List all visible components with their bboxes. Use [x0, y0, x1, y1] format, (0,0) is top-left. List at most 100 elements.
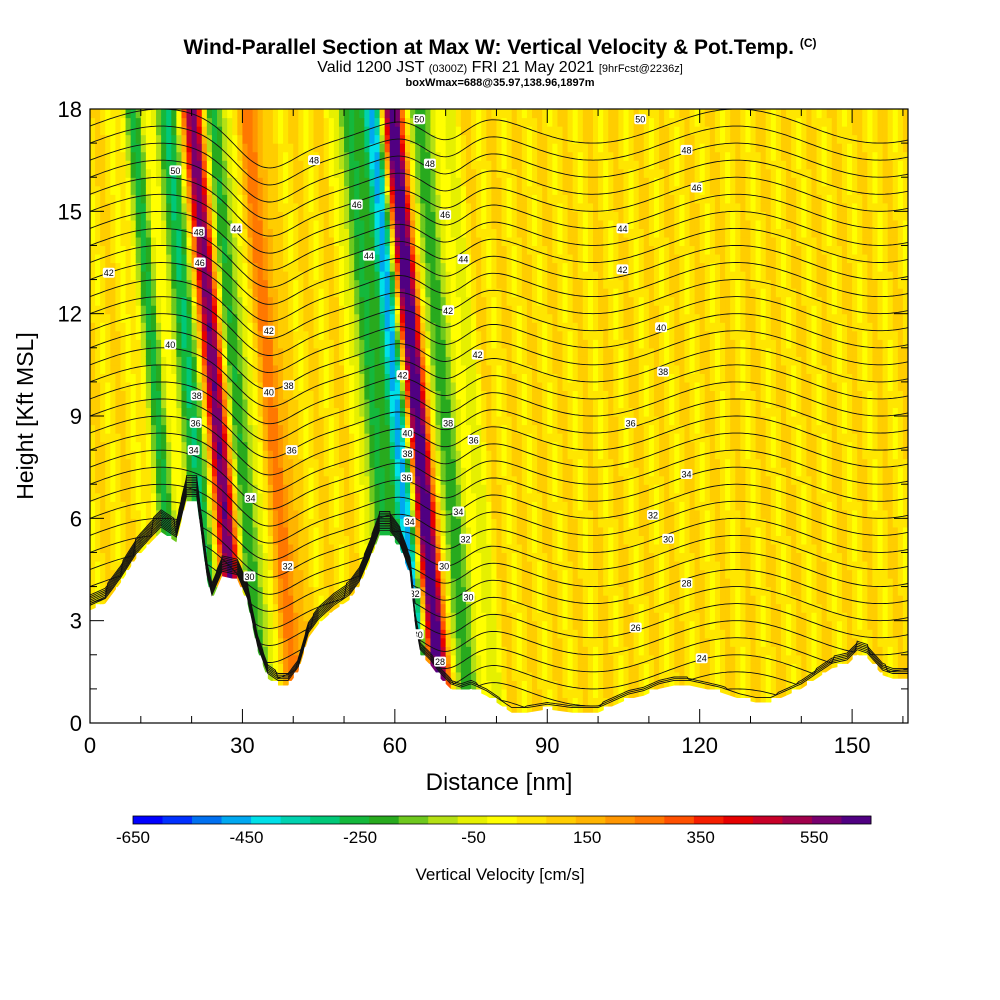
- velocity-cell: [460, 398, 467, 409]
- velocity-cell: [369, 390, 376, 400]
- velocity-cell: [440, 373, 447, 383]
- velocity-cell: [349, 390, 355, 400]
- velocity-cell: [471, 475, 477, 485]
- velocity-cell: [90, 467, 96, 477]
- velocity-cell: [501, 160, 508, 170]
- velocity-cell: [496, 629, 503, 639]
- velocity-cell: [217, 288, 223, 298]
- velocity-cell: [369, 143, 376, 153]
- velocity-cell: [415, 450, 421, 460]
- velocity-cell: [217, 492, 223, 502]
- velocity-cell: [181, 253, 188, 264]
- velocity-cell: [217, 202, 223, 212]
- velocity-cell: [237, 356, 244, 366]
- velocity-cell: [247, 296, 254, 306]
- velocity-cell: [430, 629, 437, 639]
- velocity-cell: [125, 441, 132, 451]
- velocity-cell: [501, 398, 508, 409]
- velocity-cell: [288, 475, 294, 485]
- velocity-cell: [135, 484, 142, 494]
- velocity-cell: [415, 262, 421, 272]
- velocity-cell: [206, 177, 213, 187]
- velocity-cell: [349, 228, 355, 238]
- velocity-cell: [191, 202, 198, 212]
- velocity-cell: [338, 484, 345, 494]
- velocity-cell: [267, 262, 274, 272]
- velocity-cell: [283, 228, 289, 238]
- velocity-cell: [486, 552, 492, 562]
- velocity-cell: [288, 373, 294, 383]
- velocity-cell: [471, 492, 477, 502]
- velocity-cell: [328, 492, 335, 502]
- velocity-cell: [313, 390, 320, 400]
- velocity-cell: [491, 680, 498, 690]
- velocity-cell: [476, 339, 482, 349]
- velocity-cell: [247, 347, 254, 357]
- velocity-cell: [465, 364, 472, 374]
- velocity-cell: [323, 373, 330, 383]
- velocity-cell: [338, 185, 345, 195]
- velocity-cell: [247, 535, 254, 545]
- velocity-cell: [252, 347, 259, 357]
- velocity-cell: [354, 236, 360, 247]
- velocity-cell: [460, 296, 467, 306]
- velocity-cell: [374, 202, 381, 212]
- velocity-cell: [374, 535, 381, 545]
- velocity-cell: [115, 339, 122, 349]
- velocity-cell: [267, 595, 274, 605]
- velocity-cell: [318, 433, 325, 443]
- velocity-cell: [501, 185, 508, 195]
- velocity-cell: [496, 390, 503, 400]
- velocity-cell: [105, 364, 111, 374]
- velocity-cell: [511, 407, 518, 417]
- velocity-cell: [277, 663, 284, 673]
- velocity-cell: [130, 381, 137, 392]
- velocity-cell: [242, 160, 249, 170]
- velocity-cell: [476, 322, 482, 332]
- velocity-cell: [379, 467, 386, 477]
- velocity-cell: [435, 612, 442, 622]
- velocity-cell: [430, 202, 437, 212]
- velocity-cell: [150, 458, 157, 468]
- velocity-cell: [410, 202, 416, 212]
- velocity-cell: [161, 330, 167, 340]
- velocity-cell: [323, 390, 330, 400]
- velocity-cell: [511, 484, 518, 494]
- velocity-cell: [196, 202, 203, 212]
- velocity-cell: [298, 467, 304, 477]
- velocity-cell: [161, 373, 167, 383]
- velocity-cell: [323, 296, 330, 306]
- velocity-cell: [455, 117, 462, 127]
- velocity-cell: [196, 271, 203, 281]
- velocity-cell: [486, 347, 492, 357]
- velocity-cell: [415, 518, 421, 528]
- velocity-cell: [115, 109, 122, 119]
- velocity-cell: [298, 143, 304, 153]
- velocity-cell: [237, 416, 244, 426]
- velocity-cell: [410, 535, 416, 545]
- velocity-cell: [120, 535, 127, 545]
- velocity-cell: [262, 637, 269, 647]
- velocity-cell: [105, 552, 111, 562]
- velocity-cell: [242, 433, 249, 443]
- velocity-cell: [481, 279, 487, 289]
- velocity-cell: [486, 126, 492, 136]
- velocity-cell: [232, 450, 238, 460]
- velocity-cell: [156, 134, 162, 144]
- velocity-cell: [394, 330, 401, 340]
- velocity-cell: [120, 518, 127, 528]
- velocity-cell: [171, 296, 177, 306]
- velocity-cell: [145, 194, 152, 204]
- velocity-cell: [90, 322, 96, 332]
- velocity-cell: [257, 262, 264, 272]
- velocity-cell: [288, 330, 294, 340]
- velocity-cell: [298, 629, 304, 639]
- velocity-cell: [277, 424, 284, 434]
- velocity-cell: [415, 143, 421, 153]
- velocity-cell: [435, 646, 442, 656]
- velocity-cell: [196, 245, 203, 255]
- velocity-cell: [389, 501, 396, 511]
- velocity-cell: [262, 279, 269, 289]
- velocity-cell: [237, 322, 244, 332]
- velocity-cell: [501, 313, 508, 323]
